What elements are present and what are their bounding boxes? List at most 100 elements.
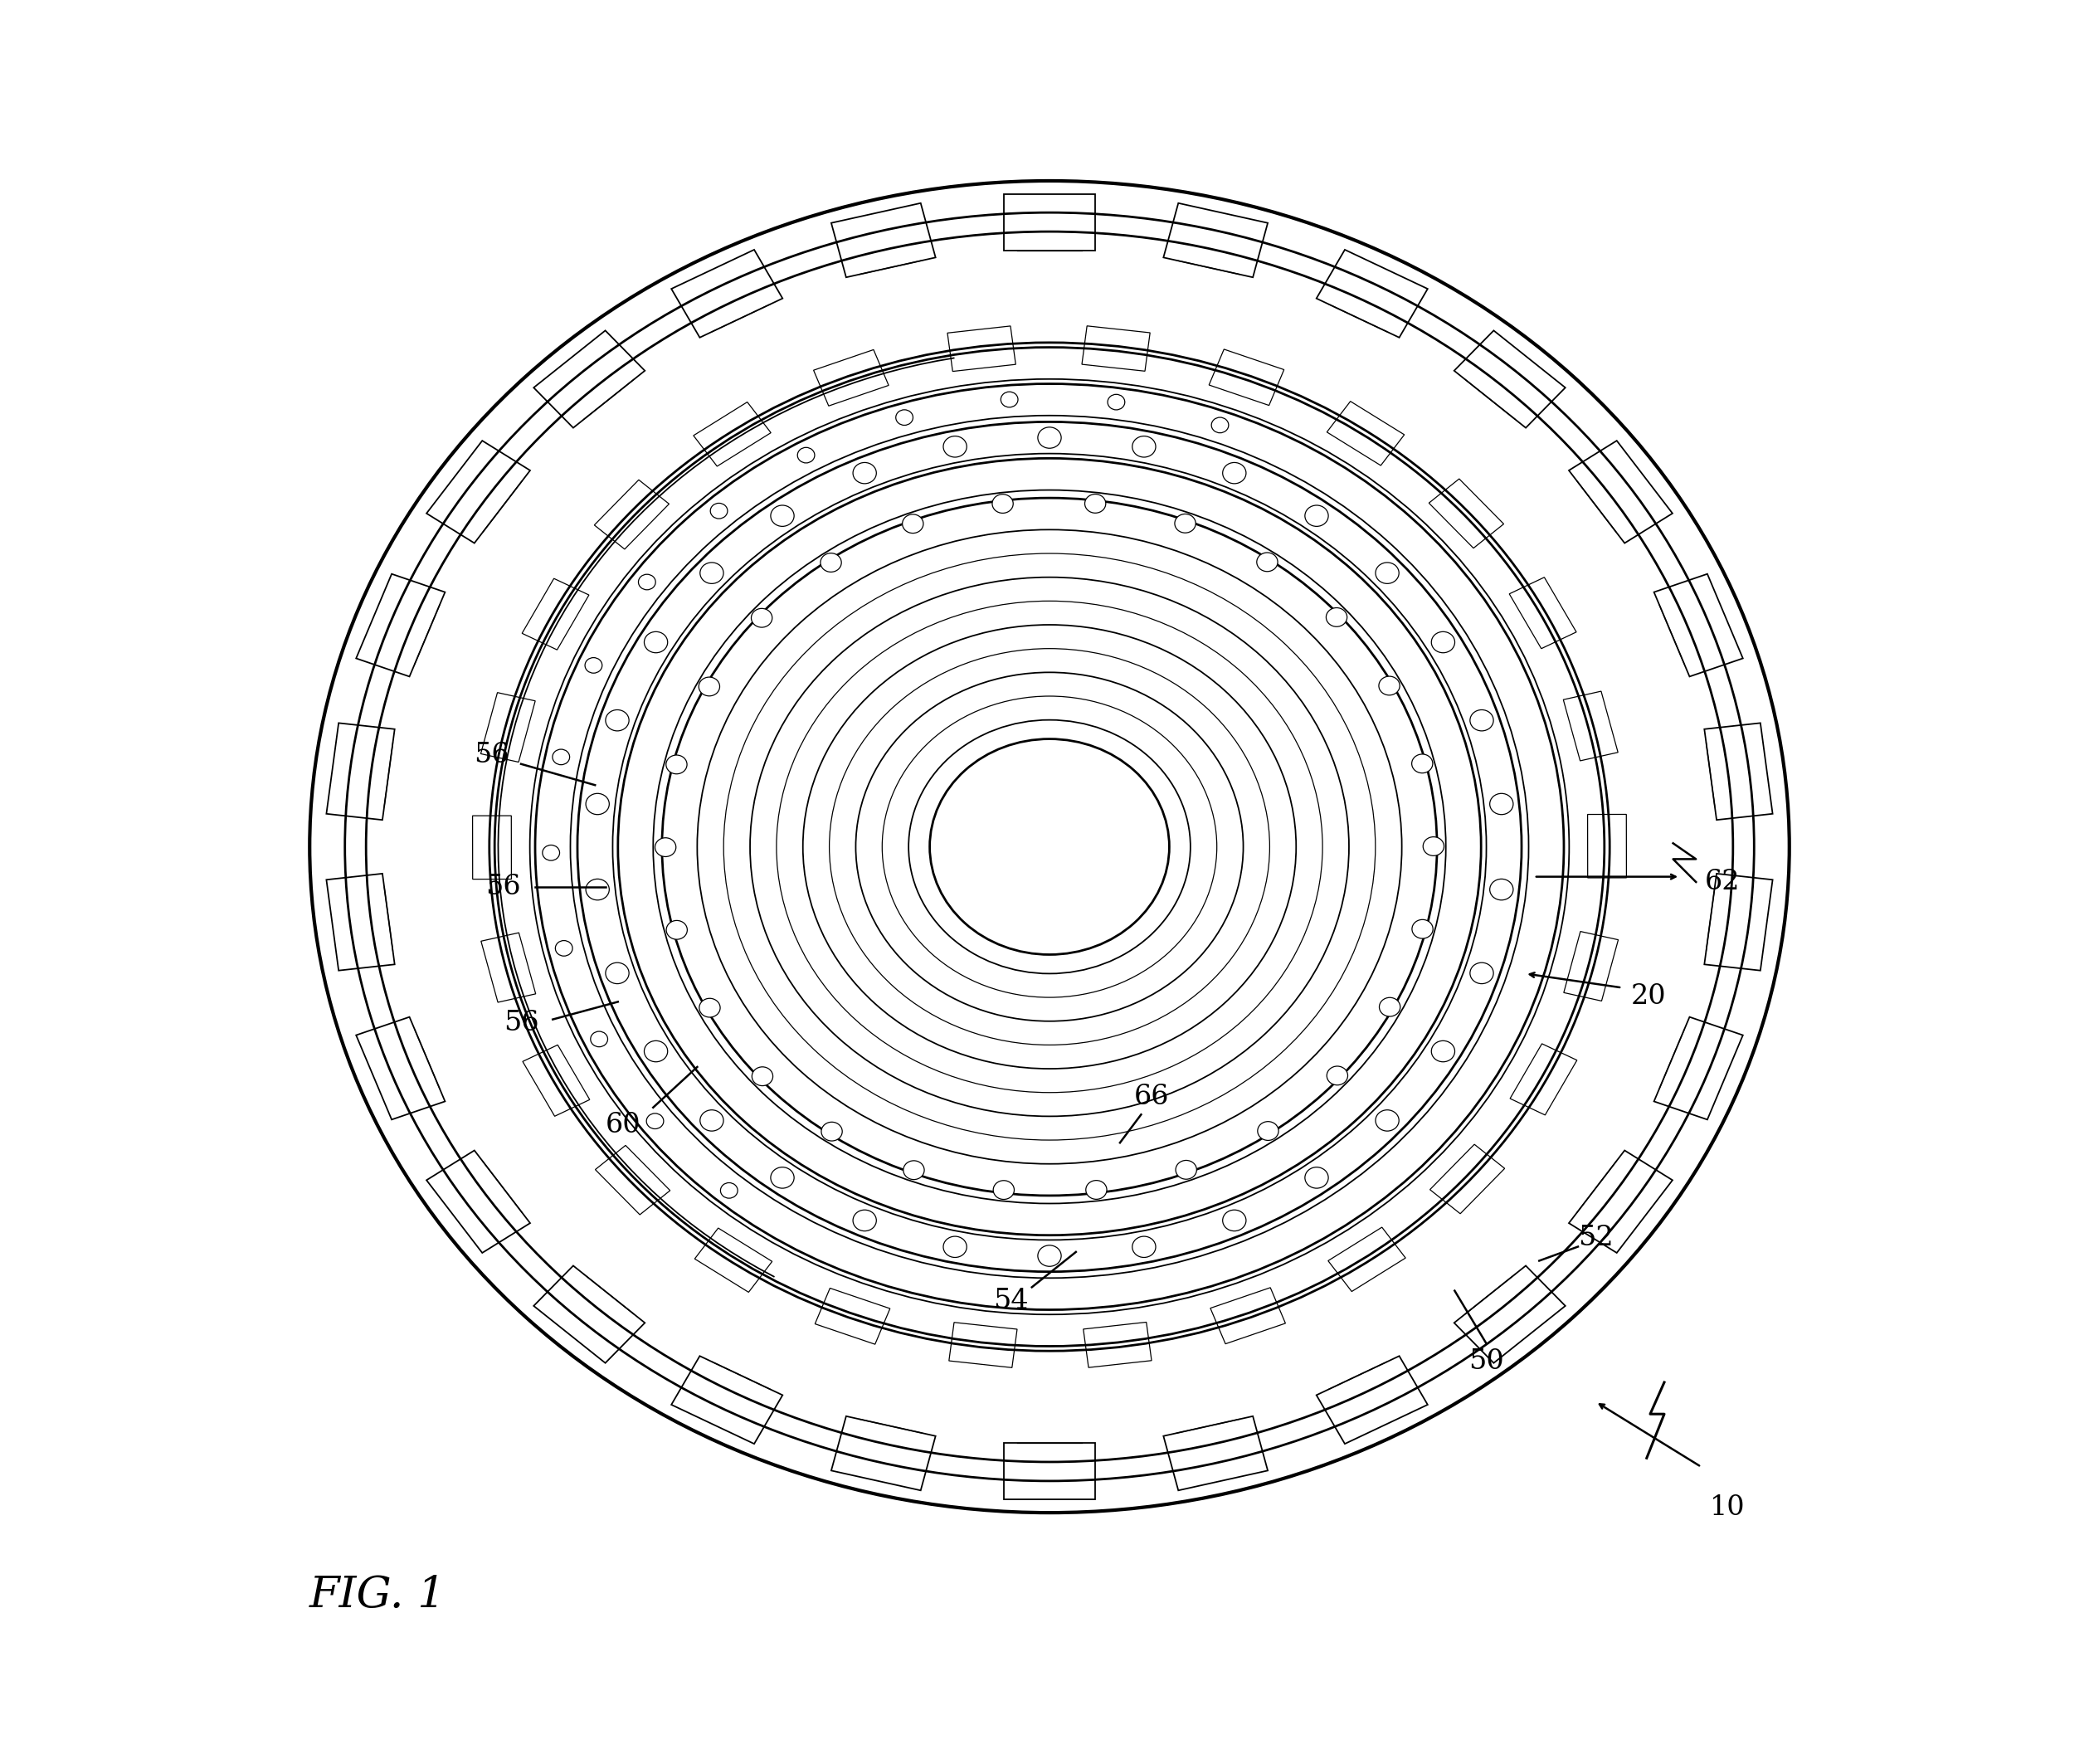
Polygon shape [1083,1323,1152,1367]
Polygon shape [1654,573,1742,677]
Polygon shape [693,402,770,466]
Ellipse shape [1490,794,1513,815]
Ellipse shape [852,1210,877,1231]
Ellipse shape [942,436,968,457]
Polygon shape [357,573,445,677]
Ellipse shape [605,963,630,984]
Polygon shape [533,1267,644,1364]
Polygon shape [1003,194,1096,250]
Ellipse shape [1469,963,1494,984]
Polygon shape [1163,1416,1268,1491]
Polygon shape [594,480,670,549]
Ellipse shape [699,677,720,697]
Ellipse shape [821,1122,842,1141]
Polygon shape [814,349,888,406]
Polygon shape [1455,330,1566,429]
Polygon shape [1455,1267,1566,1364]
Polygon shape [1704,723,1774,820]
Ellipse shape [1131,1237,1157,1258]
Ellipse shape [1037,427,1062,448]
Polygon shape [831,1416,936,1491]
Polygon shape [533,330,644,429]
Ellipse shape [1108,395,1125,409]
Polygon shape [1327,400,1404,466]
Ellipse shape [1490,878,1513,900]
Ellipse shape [1375,1110,1398,1131]
Polygon shape [426,1150,531,1252]
Ellipse shape [1222,462,1247,483]
Polygon shape [949,1323,1018,1367]
Text: 60: 60 [605,1111,640,1138]
Ellipse shape [852,462,877,483]
Ellipse shape [644,632,667,653]
Ellipse shape [495,348,1604,1346]
Polygon shape [1163,203,1268,277]
Ellipse shape [1413,755,1434,773]
Ellipse shape [311,182,1788,1514]
Ellipse shape [701,1110,724,1131]
Ellipse shape [1257,552,1278,572]
Ellipse shape [646,1113,663,1129]
Text: 56: 56 [504,1009,539,1035]
Ellipse shape [365,231,1734,1462]
Ellipse shape [751,609,772,628]
Ellipse shape [903,515,924,533]
Polygon shape [596,1145,670,1215]
Ellipse shape [665,755,686,774]
Polygon shape [1564,931,1618,1000]
Text: 56: 56 [474,743,508,769]
Ellipse shape [1211,418,1228,432]
Ellipse shape [1131,436,1157,457]
Ellipse shape [586,794,609,815]
Ellipse shape [605,709,630,730]
Polygon shape [472,815,512,878]
Polygon shape [1704,873,1774,970]
Ellipse shape [655,838,676,857]
Polygon shape [325,873,395,970]
Ellipse shape [1327,1065,1348,1085]
Text: 54: 54 [993,1288,1029,1314]
Ellipse shape [1001,392,1018,407]
Ellipse shape [617,459,1482,1235]
Ellipse shape [770,505,793,526]
Polygon shape [1429,478,1503,549]
Ellipse shape [638,575,655,589]
Polygon shape [1568,441,1673,543]
Ellipse shape [709,503,728,519]
Ellipse shape [798,448,814,462]
Polygon shape [831,203,936,277]
Ellipse shape [1432,632,1455,653]
Ellipse shape [993,494,1014,513]
Ellipse shape [1306,1168,1329,1189]
Text: 10: 10 [1711,1494,1746,1521]
Ellipse shape [993,1180,1014,1200]
Ellipse shape [1327,609,1348,626]
Ellipse shape [770,1168,793,1189]
Ellipse shape [1222,1210,1247,1231]
Polygon shape [481,933,535,1002]
Ellipse shape [751,1067,772,1087]
Ellipse shape [1432,1041,1455,1062]
Polygon shape [672,250,783,337]
Ellipse shape [665,921,686,940]
Text: 20: 20 [1631,983,1667,1009]
Ellipse shape [542,845,560,861]
Ellipse shape [699,998,720,1018]
Ellipse shape [701,563,724,584]
Ellipse shape [1379,676,1400,695]
Ellipse shape [1037,1245,1062,1267]
Ellipse shape [556,940,573,956]
Polygon shape [814,1288,890,1344]
Polygon shape [325,723,395,820]
Polygon shape [523,1044,590,1117]
Polygon shape [947,326,1016,372]
Polygon shape [1003,1443,1096,1499]
Polygon shape [1429,1145,1505,1214]
Text: 52: 52 [1578,1224,1614,1251]
Polygon shape [1587,815,1627,878]
Ellipse shape [1379,998,1400,1016]
Ellipse shape [552,750,569,766]
Ellipse shape [1423,836,1444,856]
Polygon shape [426,441,531,543]
Ellipse shape [586,658,602,674]
